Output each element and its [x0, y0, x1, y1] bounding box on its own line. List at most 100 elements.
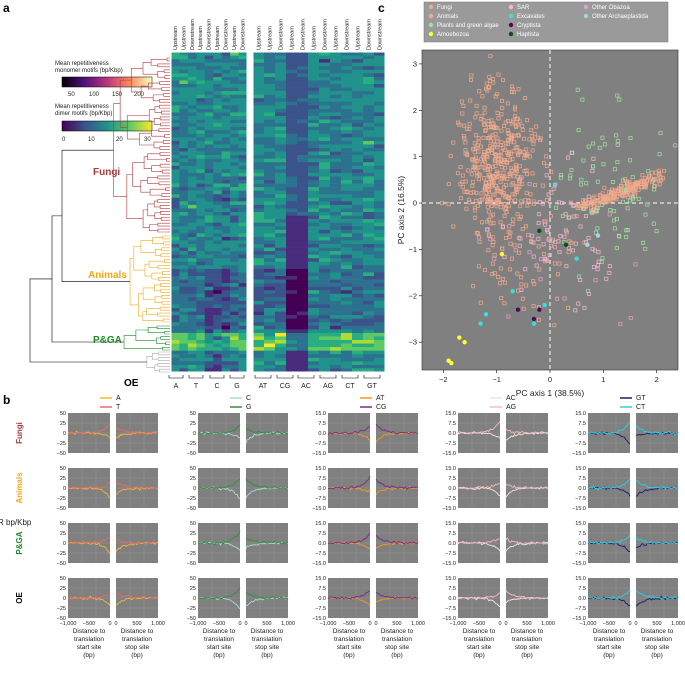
scatter-point-fungi: [482, 267, 487, 272]
y-tick-label: −7.5: [575, 551, 586, 557]
scatter-point-fungi: [611, 196, 616, 201]
heatmap-cell: [264, 268, 276, 273]
heatmap-cell: [171, 251, 180, 255]
heatmap-cell: [352, 162, 364, 167]
heatmap-cell: [221, 155, 231, 159]
scatter-point-sar: [562, 234, 567, 239]
heatmap-cell: [341, 325, 353, 330]
heatmap-cell: [253, 247, 265, 252]
scatter-point-sar: [576, 301, 581, 306]
heatmap-cell: [264, 318, 276, 323]
scatter-point-sar: [534, 263, 539, 268]
heatmap-cell: [363, 91, 375, 95]
heatmap-cell: [204, 52, 214, 56]
y-tick-label: 7.5: [578, 586, 586, 592]
delta-r-line: [327, 532, 371, 545]
heatmap-cell: [352, 279, 364, 284]
scatter-point-fungi: [497, 153, 502, 158]
heatmap-cell: [213, 105, 222, 110]
scatter-point-fungi: [472, 141, 477, 146]
heatmap-cell: [253, 308, 265, 312]
scatter-point-fungi: [591, 196, 596, 201]
heatmap-cell: [330, 357, 342, 362]
x-axis-label: stop site: [125, 644, 150, 651]
heatmap-cell: [341, 240, 353, 245]
heatmap-cell: [363, 130, 375, 135]
heatmap-cell: [238, 62, 248, 67]
heatmap-cell: [275, 126, 287, 131]
scatter-point-fungi: [508, 166, 513, 171]
heatmap-cell: [253, 62, 265, 67]
heatmap-cell: [352, 208, 364, 213]
scatter-point-fungi: [502, 202, 507, 207]
heatmap-cell: [341, 148, 353, 152]
animals-branch: [164, 259, 170, 263]
scatter-point-sar: [572, 214, 577, 219]
scatter-point-other-obazoa: [488, 237, 493, 242]
scatter-point-fungi: [484, 86, 488, 91]
scatter-point-sar: [544, 173, 549, 178]
heatmap-cell: [171, 279, 180, 284]
scatter-point-fungi: [508, 198, 513, 203]
fungi-branch: [140, 180, 151, 193]
heatmap-cell: [179, 151, 189, 156]
heatmap-cell: [171, 148, 180, 152]
heatmap-cell: [221, 187, 231, 191]
heatmap-cell: [297, 180, 309, 184]
heatmap-cell: [196, 59, 206, 63]
delta-r-line: [457, 421, 501, 435]
heatmap-cell: [187, 84, 197, 88]
heatmap-cell: [374, 283, 386, 287]
heatmap-cell: [374, 318, 386, 323]
fungi-branch: [161, 110, 170, 115]
heatmap-cell: [196, 343, 206, 348]
heatmap-cell: [297, 357, 309, 362]
heatmap-cell: [363, 251, 375, 255]
heatmap-cell: [319, 308, 331, 312]
heatmap-cell: [213, 276, 222, 280]
heatmap-cell: [179, 332, 189, 337]
scatter-point-plants-and-green-algae: [630, 195, 635, 200]
heatmap-cell: [341, 84, 353, 88]
fungi-branch: [161, 193, 170, 197]
heatmap-cell: [221, 354, 231, 359]
scatter-point-fungi: [532, 132, 537, 137]
scatter-point-plants-and-green-algae: [614, 133, 619, 138]
heatmap-cell: [374, 276, 386, 280]
heatmap-cell: [264, 197, 276, 202]
heatmap-cell: [213, 258, 222, 263]
y-tick-label: 25: [60, 531, 66, 537]
heatmap-cell: [286, 336, 298, 341]
heatmap-cell: [341, 197, 353, 202]
heatmap-cell: [187, 55, 197, 60]
heatmap-cell: [238, 66, 248, 71]
heatmap-cell: [196, 140, 206, 145]
heatmap-cell: [196, 364, 206, 369]
heatmap-cell: [196, 76, 206, 81]
animals-branch: [146, 308, 161, 315]
heatmap-cell: [238, 133, 248, 138]
fungi-branch: [160, 122, 170, 127]
heatmap-cell: [179, 123, 189, 127]
heatmap-cell: [187, 62, 197, 67]
heatmap-cell: [171, 300, 180, 305]
heatmap-cell: [297, 66, 309, 71]
heatmap-cell: [341, 308, 353, 312]
scatter-point-cryptista: [515, 307, 521, 312]
heatmap-cell: [297, 233, 309, 238]
heatmap-cell: [352, 98, 364, 103]
y-tick-label: −7.5: [445, 441, 456, 447]
scatter-point-sar: [590, 168, 595, 173]
heatmap-cell: [374, 261, 386, 266]
scatter-point-sar: [604, 276, 609, 281]
heatmap-cell: [363, 62, 375, 67]
y-tick-label: 50: [60, 521, 66, 527]
heatmap-cell: [196, 251, 206, 255]
delta-r-line: [67, 481, 111, 489]
heatmap-cell: [196, 197, 206, 202]
heatmap-cell: [319, 66, 331, 71]
heatmap-cell: [196, 293, 206, 298]
heatmap-cell: [221, 91, 231, 95]
heatmap-cell: [308, 55, 320, 60]
heatmap-cell: [297, 325, 309, 330]
